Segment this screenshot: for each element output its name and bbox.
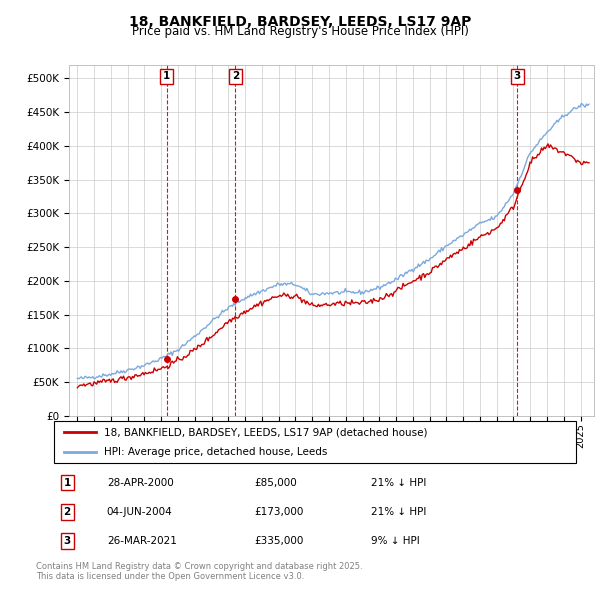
Text: HPI: Average price, detached house, Leeds: HPI: Average price, detached house, Leed… (104, 447, 327, 457)
Text: £335,000: £335,000 (254, 536, 304, 546)
Text: 1: 1 (64, 477, 71, 487)
Text: 3: 3 (64, 536, 71, 546)
Text: Contains HM Land Registry data © Crown copyright and database right 2025.
This d: Contains HM Land Registry data © Crown c… (36, 562, 362, 581)
Text: 9% ↓ HPI: 9% ↓ HPI (371, 536, 419, 546)
Text: 18, BANKFIELD, BARDSEY, LEEDS, LS17 9AP (detached house): 18, BANKFIELD, BARDSEY, LEEDS, LS17 9AP … (104, 427, 427, 437)
Text: 2: 2 (232, 71, 239, 81)
Text: £173,000: £173,000 (254, 507, 304, 517)
Text: 3: 3 (514, 71, 521, 81)
Text: 28-APR-2000: 28-APR-2000 (107, 477, 173, 487)
Text: 1: 1 (163, 71, 170, 81)
Text: 21% ↓ HPI: 21% ↓ HPI (371, 507, 426, 517)
Text: £85,000: £85,000 (254, 477, 298, 487)
Text: 21% ↓ HPI: 21% ↓ HPI (371, 477, 426, 487)
Text: 2: 2 (64, 507, 71, 517)
Text: 18, BANKFIELD, BARDSEY, LEEDS, LS17 9AP: 18, BANKFIELD, BARDSEY, LEEDS, LS17 9AP (129, 15, 471, 29)
Text: 04-JUN-2004: 04-JUN-2004 (107, 507, 173, 517)
FancyBboxPatch shape (54, 421, 576, 463)
Text: Price paid vs. HM Land Registry's House Price Index (HPI): Price paid vs. HM Land Registry's House … (131, 25, 469, 38)
Text: 26-MAR-2021: 26-MAR-2021 (107, 536, 176, 546)
